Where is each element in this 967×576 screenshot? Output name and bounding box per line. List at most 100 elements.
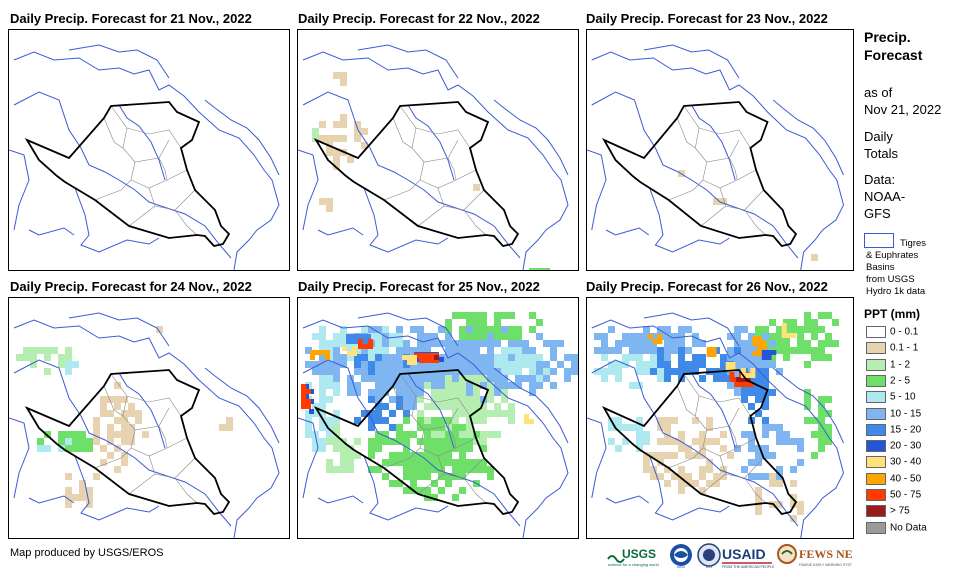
precip-cell — [811, 417, 818, 424]
precip-cell — [734, 333, 741, 340]
precip-cell — [615, 368, 622, 375]
country-boundary — [604, 370, 796, 514]
precip-cell — [741, 340, 748, 347]
precip-cell — [459, 312, 466, 319]
precip-cell — [368, 396, 375, 403]
precip-cell — [804, 319, 811, 326]
precip-cell — [466, 375, 473, 382]
precip-cell — [79, 431, 86, 438]
precip-cell — [445, 361, 452, 368]
precip-cell — [734, 382, 740, 387]
precip-cell — [741, 396, 748, 403]
precip-cell — [312, 445, 319, 452]
precip-cell — [326, 459, 333, 466]
precip-cell — [761, 350, 767, 355]
precip-cell — [564, 375, 571, 382]
precip-cell — [340, 459, 347, 466]
legend-as-of: as of Nov 21, 2022 — [864, 85, 942, 117]
precip-cell — [459, 361, 466, 368]
precip-cell — [508, 326, 515, 333]
basin-boundary — [587, 418, 606, 498]
precip-cell — [466, 445, 473, 452]
precip-layer — [594, 312, 839, 522]
ppt-legend-swatch — [866, 456, 886, 469]
precip-cell — [776, 466, 783, 473]
precip-cell — [636, 424, 643, 431]
basin-boundary — [69, 313, 169, 346]
precip-cell — [459, 333, 466, 340]
precip-cell — [608, 347, 615, 354]
precip-cell — [769, 354, 776, 361]
precip-cell — [382, 389, 389, 396]
precip-cell — [368, 375, 375, 382]
precip-cell — [438, 424, 445, 431]
precip-cell — [445, 480, 452, 487]
precip-cell — [685, 445, 692, 452]
precip-cell — [755, 445, 762, 452]
precip-cell — [473, 375, 480, 382]
province-boundary — [745, 210, 766, 235]
precip-cell — [333, 347, 340, 354]
precip-cell — [72, 361, 79, 368]
precip-cell — [100, 403, 107, 410]
precip-cell — [452, 438, 459, 445]
precip-cell — [671, 473, 678, 480]
precip-cell — [706, 347, 712, 352]
precip-cell — [434, 358, 439, 363]
precip-cell — [748, 438, 755, 445]
precip-cell — [769, 480, 776, 487]
precip-cell — [114, 382, 121, 389]
precip-cell — [424, 417, 431, 424]
precip-cell — [396, 347, 403, 354]
basin-boundary — [75, 188, 159, 252]
precip-cell — [375, 417, 382, 424]
precip-cell — [643, 452, 650, 459]
precip-cell — [494, 375, 501, 382]
precip-cell — [72, 431, 79, 438]
precip-cell — [410, 459, 417, 466]
precip-cell — [515, 347, 522, 354]
precip-cell — [121, 410, 128, 417]
panel-title-2: Daily Precip. Forecast for 22 Nov., 2022 — [298, 11, 540, 26]
precip-cell — [734, 368, 741, 375]
precip-cell — [301, 404, 306, 409]
precip-cell — [692, 340, 699, 347]
precip-cell — [543, 375, 550, 382]
precip-cell — [734, 326, 741, 333]
precip-cell — [804, 340, 811, 347]
precip-cell — [594, 333, 601, 340]
precip-cell — [445, 347, 452, 354]
precip-cell — [487, 466, 494, 473]
precip-cell — [664, 340, 671, 347]
precip-cell — [508, 410, 515, 417]
precip-cell — [403, 389, 410, 396]
precip-cell — [431, 417, 438, 424]
precip-cell — [417, 459, 424, 466]
precip-cell — [44, 347, 51, 354]
precip-cell — [128, 424, 135, 431]
precip-cell — [692, 354, 699, 361]
precip-cell — [37, 347, 44, 354]
precip-cell — [459, 354, 466, 361]
precip-cell — [776, 326, 783, 333]
basin-boundary — [9, 418, 29, 498]
precip-cell — [522, 375, 529, 382]
precip-cell — [368, 326, 375, 333]
precip-cell — [571, 361, 578, 368]
precip-cell — [804, 361, 811, 368]
precip-cell — [459, 424, 466, 431]
ppt-legend-item: 1 - 2 — [866, 358, 910, 371]
legend-title: Precip. Forecast — [864, 29, 923, 63]
precip-cell — [783, 319, 790, 326]
map-panel-4 — [8, 297, 290, 539]
precip-cell — [657, 452, 664, 459]
precip-cell — [375, 445, 382, 452]
basin-boundary — [75, 456, 159, 520]
precip-cell — [480, 333, 487, 340]
precip-cell — [438, 445, 445, 452]
precip-cell — [459, 445, 466, 452]
basin-boundary — [592, 320, 844, 538]
precip-cell — [309, 399, 314, 404]
precip-cell — [312, 333, 319, 340]
precip-cell — [473, 361, 480, 368]
